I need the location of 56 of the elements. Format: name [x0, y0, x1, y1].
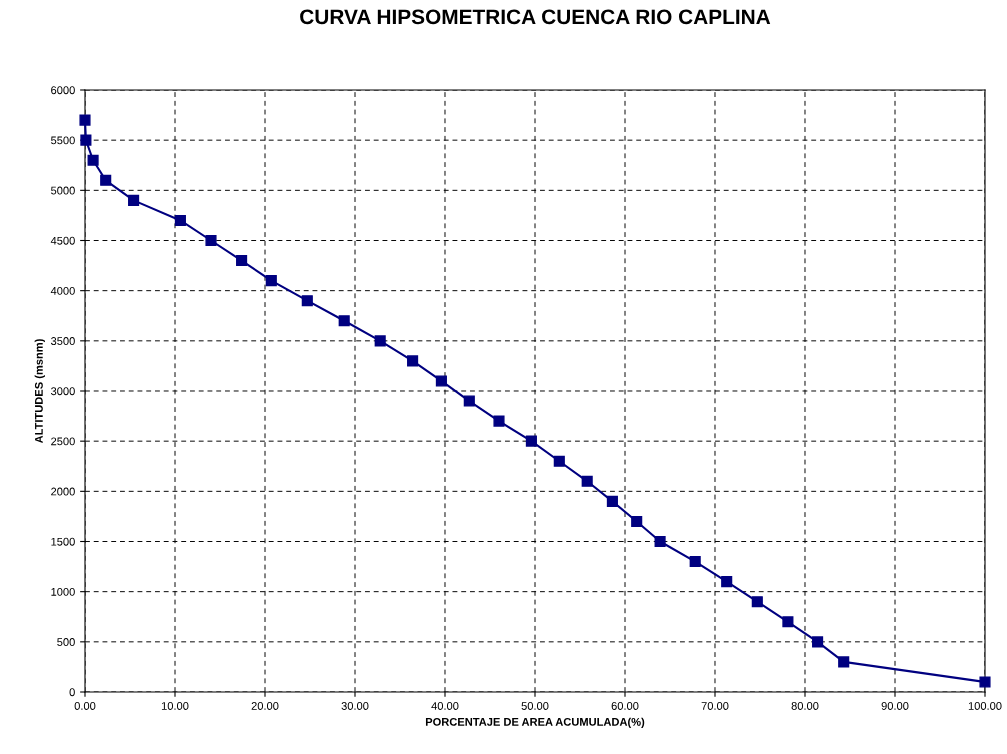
- point: [493, 415, 505, 427]
- point: [301, 295, 313, 307]
- point: [205, 234, 217, 247]
- point: [631, 515, 643, 527]
- point: [525, 435, 537, 447]
- point: [128, 194, 140, 206]
- x-tick-label: 0.00: [74, 702, 96, 710]
- x-tick-label: 30.00: [341, 702, 369, 710]
- point: [979, 676, 991, 688]
- chart-title: CURVA HIPSOMETRICA CUENCA RIO CAPLINA: [300, 9, 771, 25]
- point: [581, 475, 593, 487]
- point: [374, 335, 386, 347]
- y-tick-label: 5500: [51, 136, 75, 145]
- y-tick-label: 6000: [51, 86, 75, 95]
- y-tick-label: 1500: [51, 537, 75, 546]
- y-tick-label: 0: [69, 688, 75, 697]
- y-tick-label: 4000: [50, 286, 75, 295]
- y-tick-label: 2500: [51, 437, 75, 446]
- x-tick-label: 60.00: [611, 702, 639, 710]
- y-tick-label: 3000: [50, 387, 75, 396]
- y-tick-label: 500: [57, 638, 75, 646]
- point: [654, 535, 666, 548]
- point: [80, 134, 92, 146]
- y-tick-label: 3500: [50, 337, 75, 345]
- point: [100, 174, 112, 186]
- point: [463, 395, 475, 407]
- point: [606, 495, 618, 507]
- point: [407, 355, 419, 367]
- point: [721, 576, 733, 588]
- point: [838, 656, 850, 668]
- y-tick-label: 4500: [50, 236, 75, 245]
- x-tick-label: 70.00: [701, 702, 729, 710]
- x-tick-label: 10.00: [161, 702, 189, 710]
- point: [174, 214, 186, 226]
- point: [553, 455, 565, 467]
- x-tick-label: 100.00: [968, 702, 1002, 710]
- y-tick-label: 2000: [51, 487, 75, 496]
- y-tick-label: 5000: [51, 186, 75, 195]
- x-tick-label: 20.00: [251, 702, 279, 710]
- y-tick-label: 1000: [51, 587, 75, 596]
- point: [689, 556, 701, 568]
- point: [435, 375, 447, 387]
- point: [79, 114, 91, 126]
- x-axis-title: PORCENTAJE DE AREA ACUMULADA(%): [425, 717, 645, 728]
- point: [812, 636, 824, 648]
- point: [236, 255, 248, 267]
- point: [87, 154, 99, 166]
- x-tick-label: 40.00: [431, 702, 459, 710]
- y-axis-title: ALTITUDES (msnm): [34, 339, 46, 444]
- point: [782, 616, 794, 628]
- point: [751, 596, 763, 608]
- x-tick-label: 50.00: [521, 702, 549, 710]
- point: [338, 315, 350, 327]
- point: [265, 275, 277, 287]
- x-tick-label: 90.00: [881, 702, 909, 710]
- x-tick-label: 80.00: [791, 702, 819, 710]
